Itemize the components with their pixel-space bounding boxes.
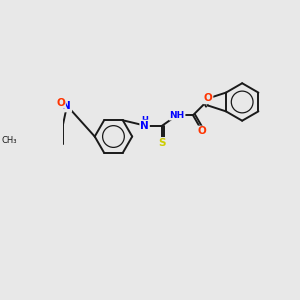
Text: O: O xyxy=(204,93,212,103)
Text: O: O xyxy=(198,127,207,136)
Text: H: H xyxy=(141,116,148,125)
Text: S: S xyxy=(158,138,166,148)
Text: N: N xyxy=(140,121,149,130)
Text: NH: NH xyxy=(169,111,185,120)
Text: O: O xyxy=(56,98,65,108)
Text: N: N xyxy=(62,101,71,112)
Text: CH₃: CH₃ xyxy=(2,136,17,146)
